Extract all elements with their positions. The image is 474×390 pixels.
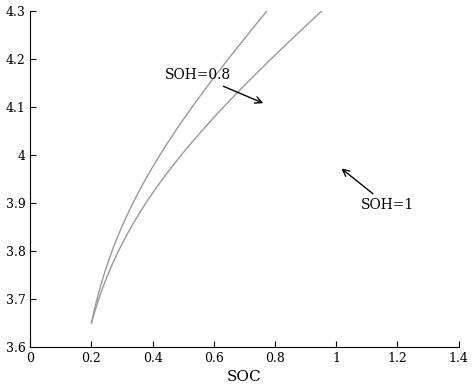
Text: SOH=1: SOH=1 — [343, 170, 414, 212]
X-axis label: SOC: SOC — [227, 370, 262, 385]
Text: SOH=0.8: SOH=0.8 — [165, 69, 262, 103]
